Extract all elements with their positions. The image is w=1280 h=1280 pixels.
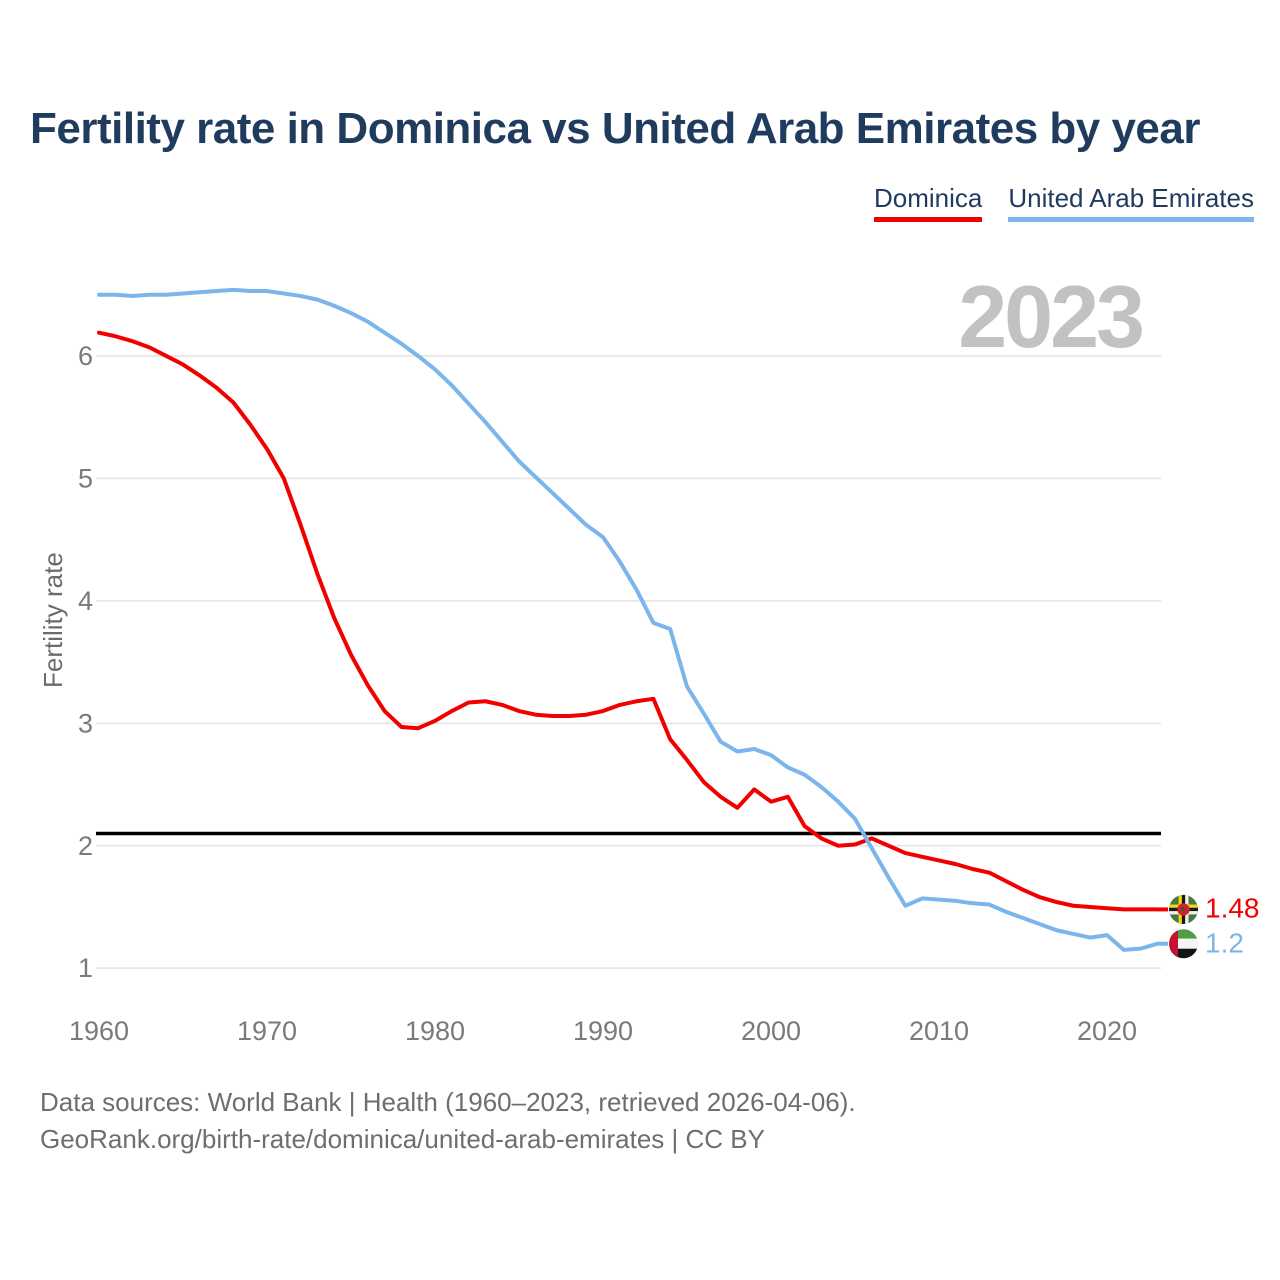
x-tick-label: 1980 bbox=[405, 1016, 465, 1046]
y-tick-label: 4 bbox=[78, 586, 93, 616]
x-tick-label: 2020 bbox=[1077, 1016, 1137, 1046]
x-tick-label: 2000 bbox=[741, 1016, 801, 1046]
axis-tick-labels: 6 5 4 3 2 1 1960 1970 1980 1990 2000 2010 2020 bbox=[69, 341, 1137, 1046]
watermark-year: 2023 bbox=[958, 267, 1145, 366]
x-tick-label: 2010 bbox=[909, 1016, 969, 1046]
x-tick-label: 1960 bbox=[69, 1016, 129, 1046]
y-tick-label: 6 bbox=[78, 341, 93, 371]
x-tick-label: 1990 bbox=[573, 1016, 633, 1046]
uae-flag-icon bbox=[1169, 929, 1198, 959]
legend-item-dominica[interactable]: Dominica bbox=[873, 183, 983, 222]
series-line-uae[interactable] bbox=[97, 287, 1160, 952]
y-tick-label: 5 bbox=[78, 463, 93, 493]
series-lines bbox=[97, 287, 1168, 952]
end-value-dominica: 1.48 bbox=[1205, 892, 1260, 924]
end-value-uae: 1.2 bbox=[1205, 927, 1244, 959]
legend: Dominica United Arab Emirates bbox=[873, 183, 1254, 222]
y-tick-label: 2 bbox=[78, 831, 93, 861]
chart-title: Fertility rate in Dominica vs United Ara… bbox=[30, 104, 1201, 153]
legend-item-united-arab-emirates[interactable]: United Arab Emirates bbox=[1008, 183, 1254, 222]
series-line-dominica[interactable] bbox=[97, 330, 1160, 912]
footer: Data sources: World Bank | Health (1960–… bbox=[40, 1084, 856, 1158]
dominica-flag-icon bbox=[1169, 894, 1198, 924]
footer-attribution-line: GeoRank.org/birth-rate/dominica/united-a… bbox=[40, 1124, 765, 1154]
gridlines bbox=[96, 355, 1161, 970]
y-tick-label: 3 bbox=[78, 708, 93, 738]
y-tick-label: 1 bbox=[78, 953, 93, 983]
footer-sources-line: Data sources: World Bank | Health (1960–… bbox=[40, 1087, 856, 1117]
x-tick-label: 1970 bbox=[237, 1016, 297, 1046]
